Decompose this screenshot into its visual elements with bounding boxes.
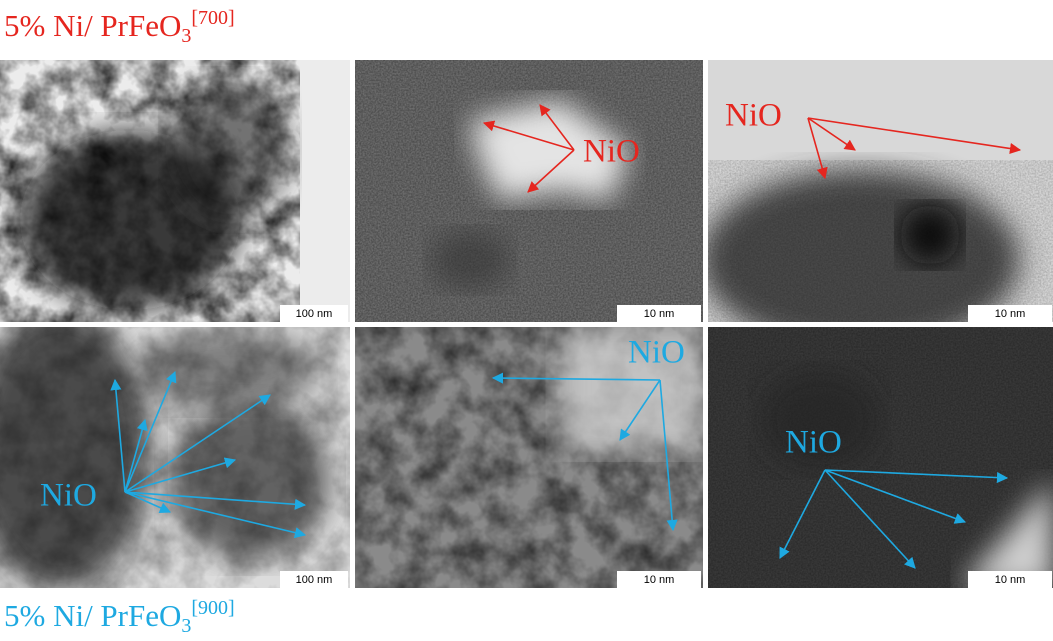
- annotation: NiO: [725, 98, 782, 134]
- scale-bar: 10 nm: [617, 571, 701, 588]
- scale-bar-label: 10 nm: [644, 574, 675, 586]
- tem-image: [0, 310, 350, 590]
- scale-bar-label: 10 nm: [644, 308, 675, 320]
- label-subscript: 3: [181, 615, 191, 637]
- scale-bar: 100 nm: [280, 305, 348, 322]
- scale-bar-label: 10 nm: [995, 574, 1026, 586]
- figure: 5% Ni/ PrFeO3[700]: [0, 0, 1053, 641]
- label-text: 5% Ni/ PrFeO: [4, 598, 181, 633]
- panels: 100 nm 10 nm 10 nm 100 nm 10 nm 10 nm: [0, 0, 1053, 641]
- bottom-label: 5% Ni/ PrFeO3[900]: [4, 598, 235, 636]
- annotation: NiO: [785, 425, 842, 461]
- scale-bar-label: 100 nm: [296, 574, 333, 586]
- scale-bar: 10 nm: [617, 305, 701, 322]
- scale-bar: 100 nm: [280, 571, 348, 588]
- scale-bar: 10 nm: [968, 305, 1052, 322]
- label-superscript: [900]: [191, 597, 234, 619]
- annotation: NiO: [583, 134, 640, 170]
- tem-image: [0, 60, 350, 322]
- scale-bar-label: 10 nm: [995, 308, 1026, 320]
- tem-image: [708, 327, 1053, 588]
- annotation: NiO: [40, 478, 97, 514]
- annotation: NiO: [628, 335, 685, 371]
- scale-bar-label: 100 nm: [296, 308, 333, 320]
- scale-bar: 10 nm: [968, 571, 1052, 588]
